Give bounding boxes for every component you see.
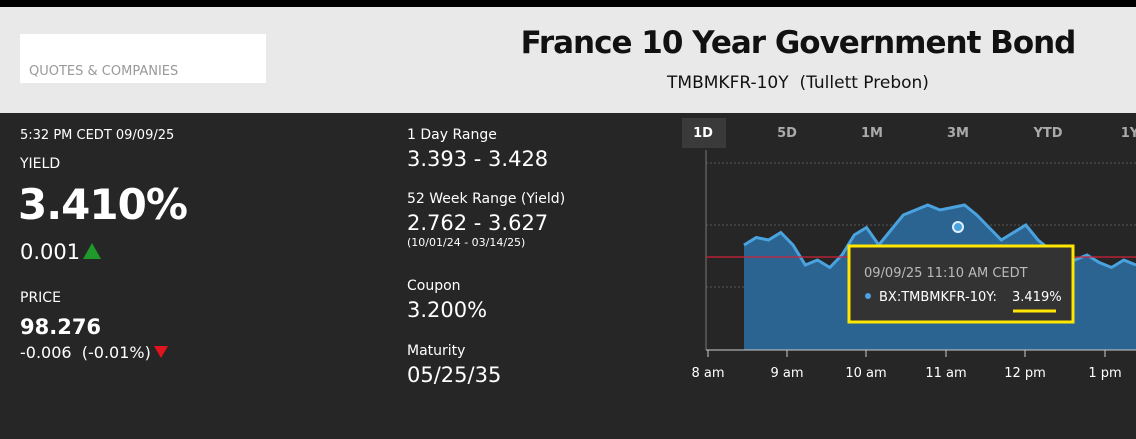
x-tick-label: 1 pm xyxy=(1088,366,1121,381)
range-tab[interactable]: 5D xyxy=(777,126,797,141)
tooltip xyxy=(847,244,1075,324)
stat-value: 3.393 - 3.428 xyxy=(407,147,549,171)
yield-label: YIELD xyxy=(20,156,61,172)
x-tick-label: 11 am xyxy=(925,366,966,381)
stat-value: 2.762 - 3.627 xyxy=(407,211,549,235)
yield-change: 0.001 xyxy=(20,240,81,264)
top-bar xyxy=(0,0,1136,7)
header: QUOTES & COMPANIES France 10 Year Govern… xyxy=(0,7,1136,113)
x-tick-label: 12 pm xyxy=(1004,366,1046,381)
timestamp: 5:32 PM CEDT 09/09/25 xyxy=(20,128,175,143)
source: (Tullett Prebon) xyxy=(799,73,929,93)
stat-value: 05/25/35 xyxy=(407,363,502,387)
tooltip-series: BX:TMBMKFR-10Y: xyxy=(879,290,997,305)
price-change-pct: (-0.01%) xyxy=(81,343,151,362)
stat-label: Coupon xyxy=(407,278,461,294)
search-box[interactable]: QUOTES & COMPANIES xyxy=(20,34,266,83)
active-tab xyxy=(682,118,726,148)
range-tab[interactable]: YTD xyxy=(1032,126,1062,141)
x-tick-label: 10 am xyxy=(845,366,886,381)
search-placeholder: QUOTES & COMPANIES xyxy=(29,64,179,79)
x-tick-label: 9 am xyxy=(770,366,803,381)
price-label: PRICE xyxy=(20,290,61,306)
stat-note: (10/01/24 - 03/14/25) xyxy=(407,236,526,249)
stat-label: Maturity xyxy=(407,343,466,359)
tooltip-time: 09/09/25 11:10 AM CEDT xyxy=(864,266,1028,281)
price-change-row: -0.006 (-0.01%) xyxy=(20,343,168,362)
stat-label: 1 Day Range xyxy=(407,127,497,143)
down-arrow xyxy=(153,346,168,358)
stat-label: 52 Week Range (Yield) xyxy=(407,191,566,207)
range-tab[interactable]: 3M xyxy=(947,126,969,141)
title: France 10 Year Government Bond xyxy=(520,25,1077,61)
tooltip-dot xyxy=(865,293,871,299)
price: 98.276 xyxy=(20,315,102,339)
yield-change-row: 0.001 xyxy=(20,240,102,264)
symbol: TMBMKFR-10Y xyxy=(667,73,789,93)
yield: 3.410% xyxy=(18,180,188,229)
tooltip-value: 3.419% xyxy=(1012,290,1062,305)
range-tab[interactable]: 1Y xyxy=(1121,126,1136,141)
x-tick-label: 8 am xyxy=(691,366,724,381)
subtitle: TMBMKFR-10Y (Tullett Prebon) xyxy=(460,73,1136,93)
stat-value: 3.200% xyxy=(407,298,488,322)
up-arrow xyxy=(83,243,102,259)
hover-point xyxy=(952,221,964,233)
price-change: -0.006 xyxy=(20,343,72,362)
range-tab[interactable]: 1M xyxy=(861,126,883,141)
range-tab[interactable]: 1D xyxy=(693,126,713,141)
